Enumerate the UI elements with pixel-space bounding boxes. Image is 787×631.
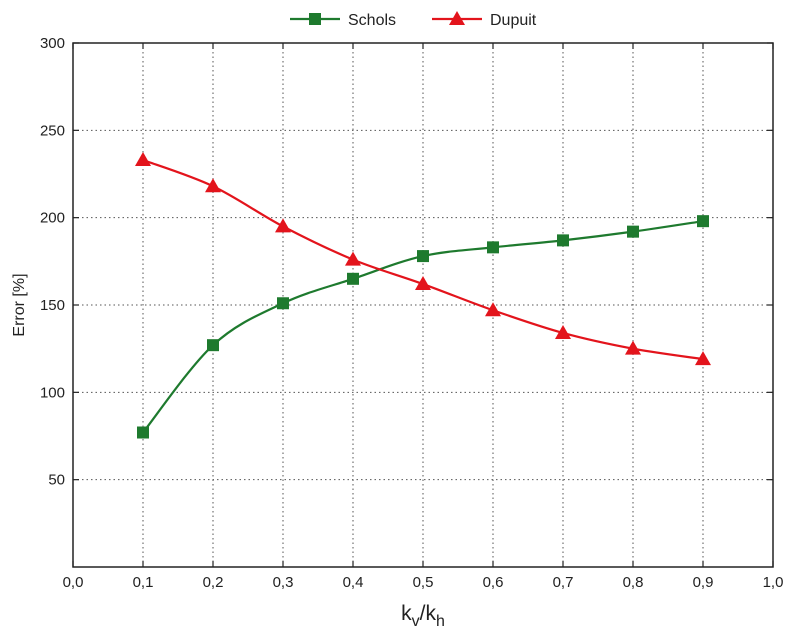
grid (73, 43, 773, 567)
x-axis-label-sub-v: v (412, 613, 420, 630)
y-tick-label: 50 (48, 472, 65, 489)
data-point-schols (137, 426, 149, 439)
legend-label-dupuit: Dupuit (490, 12, 537, 29)
data-point-dupuit (345, 251, 361, 266)
legend: Schols Dupuit (290, 11, 537, 29)
legend-marker-schols (309, 13, 321, 25)
x-tick-label: 1,0 (763, 574, 784, 591)
x-tick-label: 0,5 (413, 574, 434, 591)
data-point-schols (207, 339, 219, 352)
data-point-schols (277, 297, 289, 310)
x-tick-label: 0,2 (203, 574, 224, 591)
data-point-dupuit (275, 218, 291, 233)
x-axis-ticks: 0,0 0,1 0,2 0,3 0,4 0,5 0,6 0,7 0,8 0,9 1,0 (63, 43, 784, 591)
x-tick-label: 0,4 (343, 574, 364, 591)
data-point-dupuit (485, 302, 501, 317)
x-tick-label: 0,9 (693, 574, 714, 591)
data-point-dupuit (205, 178, 221, 193)
series-layer (135, 152, 711, 439)
y-axis-label: Error [%] (11, 273, 28, 336)
y-tick-label: 300 (40, 35, 65, 52)
series-schols (137, 215, 709, 439)
x-axis-label-sub-h: h (436, 613, 445, 630)
legend-label-schols: Schols (348, 12, 396, 29)
x-axis-label-slash: / (420, 602, 426, 625)
legend-item-dupuit: Dupuit (432, 11, 537, 29)
y-tick-label: 150 (40, 297, 65, 314)
x-axis-label: kv/kh (401, 602, 445, 630)
data-point-dupuit (135, 152, 151, 167)
data-point-schols (557, 234, 569, 247)
data-point-schols (487, 241, 499, 254)
series-dupuit (135, 152, 711, 366)
x-tick-label: 0,0 (63, 574, 84, 591)
y-tick-label: 100 (40, 384, 65, 401)
data-point-schols (697, 215, 709, 228)
data-point-schols (347, 272, 359, 285)
x-tick-label: 0,7 (553, 574, 574, 591)
data-point-dupuit (625, 340, 641, 355)
data-point-dupuit (415, 276, 431, 291)
y-tick-label: 200 (40, 210, 65, 227)
legend-marker-dupuit (449, 11, 465, 25)
x-tick-label: 0,3 (273, 574, 294, 591)
data-point-schols (627, 225, 639, 238)
data-point-dupuit (555, 324, 571, 339)
x-tick-label: 0,8 (623, 574, 644, 591)
y-tick-label: 250 (40, 122, 65, 139)
x-tick-label: 0,1 (133, 574, 154, 591)
y-axis-ticks: 50 100 150 200 250 300 (40, 35, 773, 489)
x-tick-label: 0,6 (483, 574, 504, 591)
legend-item-schols: Schols (290, 12, 396, 29)
x-axis-label-k2: k (425, 602, 436, 625)
data-point-schols (417, 250, 429, 263)
x-axis-label-k1: k (401, 602, 412, 625)
data-point-dupuit (695, 351, 711, 366)
